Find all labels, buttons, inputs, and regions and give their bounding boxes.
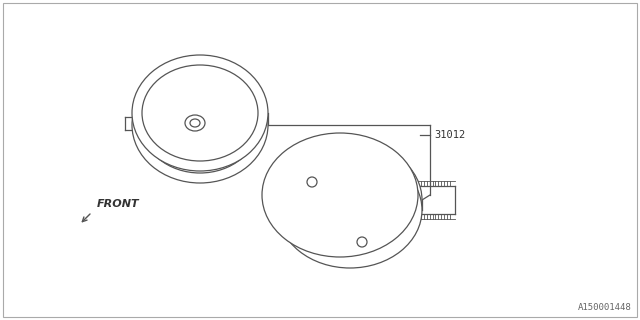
Ellipse shape bbox=[320, 177, 380, 223]
Text: A150001448: A150001448 bbox=[579, 303, 632, 312]
Ellipse shape bbox=[180, 110, 220, 140]
Text: 31012: 31012 bbox=[434, 130, 465, 140]
Ellipse shape bbox=[132, 55, 268, 171]
Text: FRONT: FRONT bbox=[97, 199, 140, 209]
Ellipse shape bbox=[185, 115, 205, 131]
Ellipse shape bbox=[306, 166, 394, 234]
Ellipse shape bbox=[132, 67, 268, 183]
Ellipse shape bbox=[292, 154, 408, 246]
Ellipse shape bbox=[154, 88, 246, 162]
Ellipse shape bbox=[142, 77, 258, 173]
Ellipse shape bbox=[342, 194, 358, 206]
Ellipse shape bbox=[190, 119, 200, 127]
Ellipse shape bbox=[167, 99, 233, 151]
Ellipse shape bbox=[278, 152, 422, 268]
Ellipse shape bbox=[334, 188, 366, 212]
Ellipse shape bbox=[142, 65, 258, 161]
Circle shape bbox=[357, 237, 367, 247]
Ellipse shape bbox=[278, 142, 422, 258]
Ellipse shape bbox=[262, 133, 418, 257]
Circle shape bbox=[307, 177, 317, 187]
